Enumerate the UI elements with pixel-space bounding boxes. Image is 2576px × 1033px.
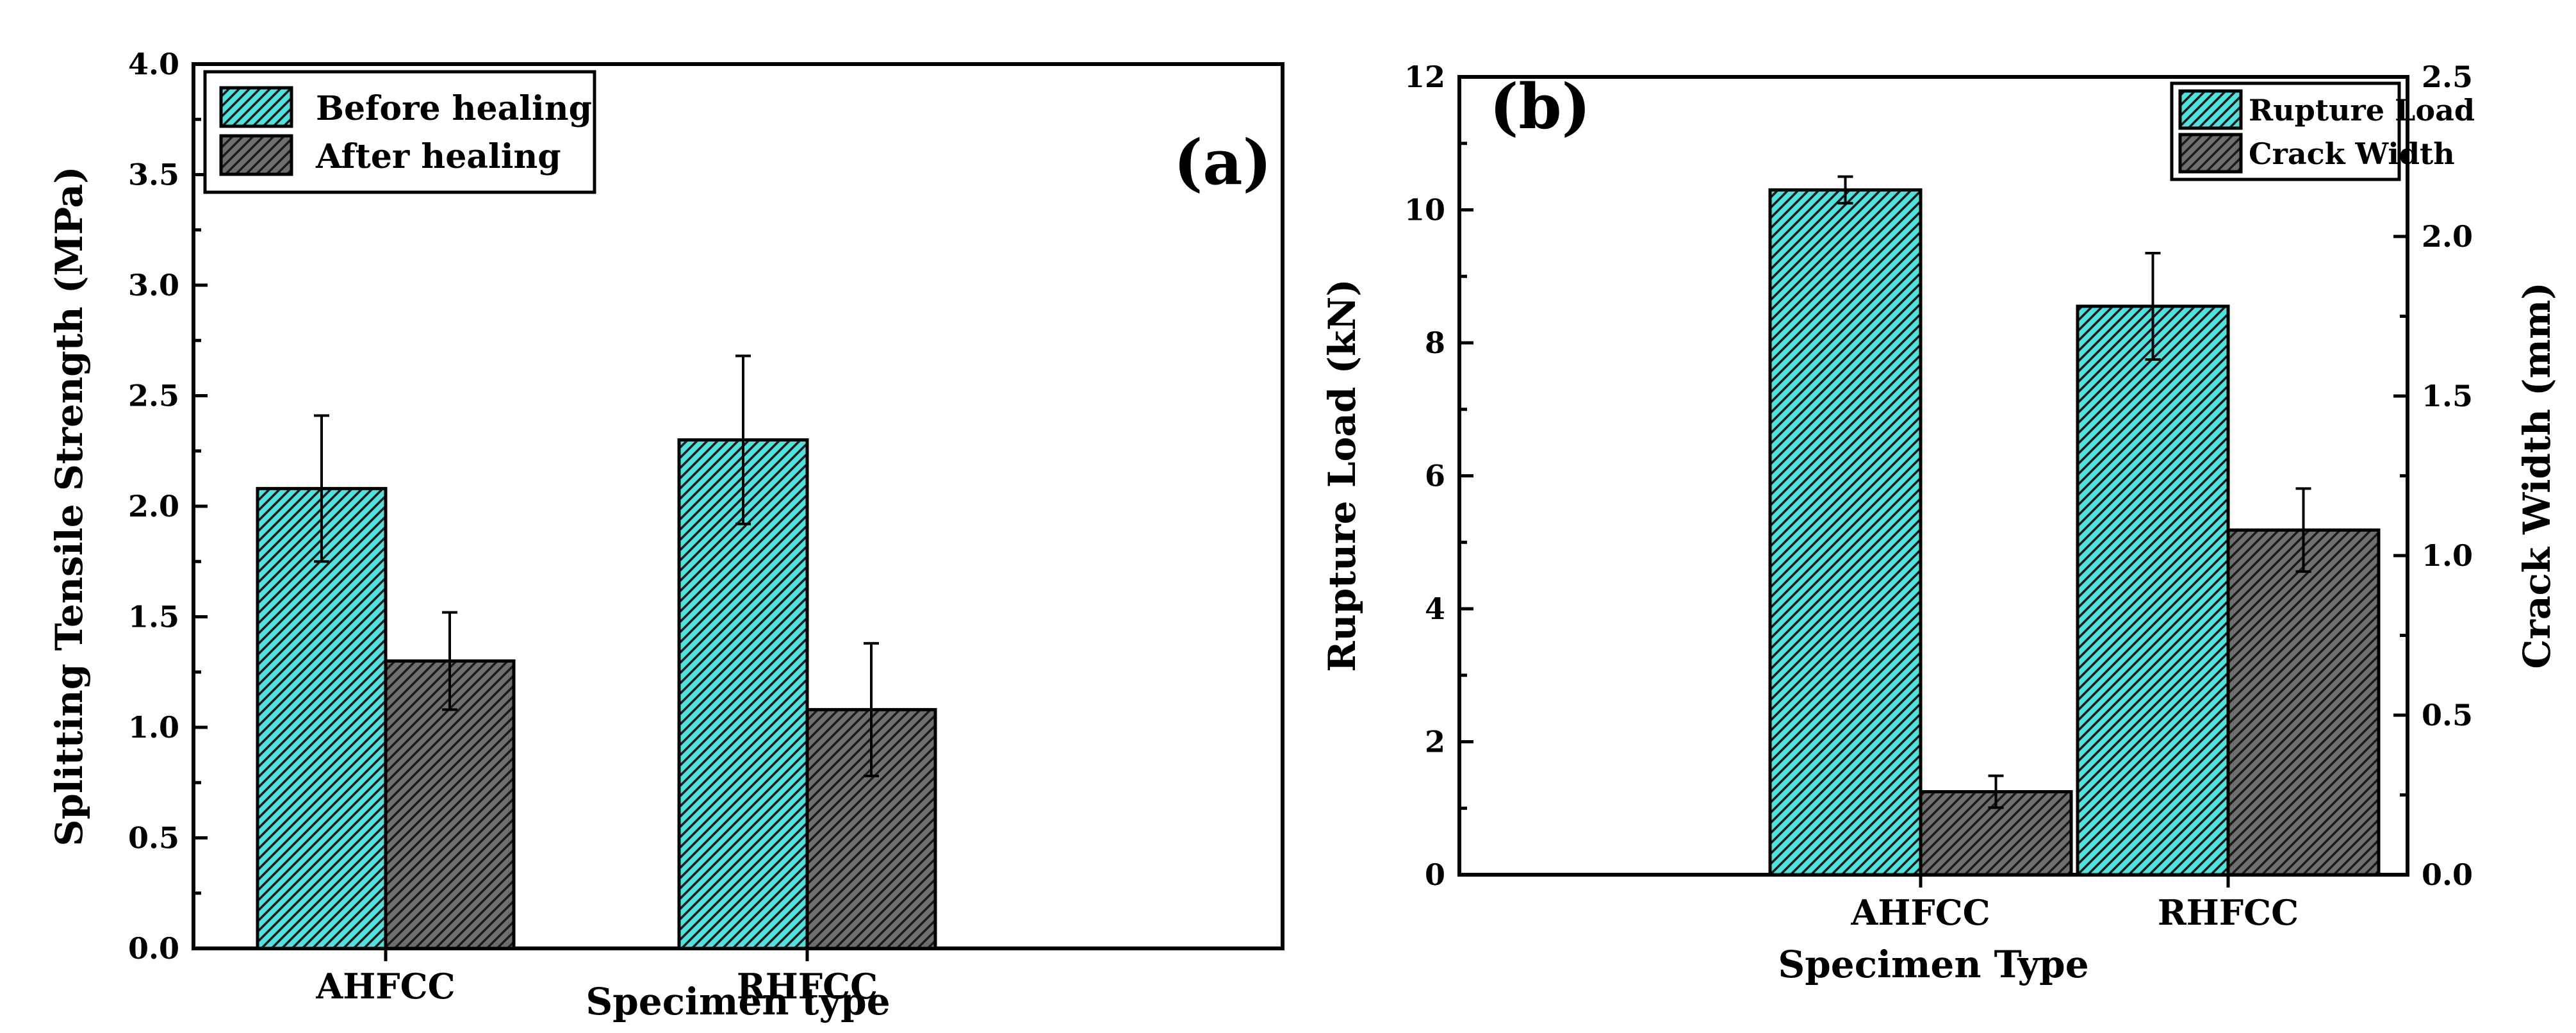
chart-a-xlabel: Specimen type: [586, 980, 890, 1023]
chart-b-y-right-tick-label: 0.5: [2422, 698, 2473, 732]
error-bar-crack-width-rhfcc: [2295, 487, 2311, 573]
chart-a-y-axis: 0.0 0.5 1.0 1.5 2.0 2.5 3.0 3.5 4.0: [128, 47, 208, 966]
error-bar-rupture-load-ahfcc: [1837, 175, 1853, 205]
bar-crack-width-rhfcc: [2226, 528, 2381, 877]
chart-b-y-left-tick-label: 2: [1425, 725, 1445, 759]
chart-a: 0.0 0.5 1.0 1.5 2.0 2.5 3.0 3.5 4.0 AHFCC RHFCC S…: [47, 47, 1284, 1023]
chart-b-y-left-tick-label: 6: [1425, 459, 1445, 493]
chart-b-bars: [1768, 188, 2381, 877]
chart-b-panel-label: (b): [1489, 70, 1591, 143]
error-bar-after-healing-ahfcc: [442, 611, 457, 711]
chart-a-ylabel: Splitting Tensile Strength (MPa): [47, 166, 91, 846]
chart-b-y-right-tick-label: 2.0: [2422, 219, 2473, 254]
chart-b-x-categories: AHFCC RHFCC: [1850, 875, 2299, 933]
chart-a-y-tick-label: 1.5: [128, 600, 179, 634]
chart-a-y-tick-label: 0.5: [128, 821, 179, 855]
chart-b-y-right-tick-label: 0.0: [2422, 857, 2473, 892]
error-bar-after-healing-rhfcc: [864, 641, 879, 777]
chart-a-legend: Before healing After healing: [203, 70, 596, 194]
error-bar-rupture-load-rhfcc: [2145, 251, 2161, 361]
chart-b-y-left-tick-label: 0: [1425, 857, 1445, 892]
error-bar-before-healing-ahfcc: [314, 414, 329, 563]
chart-a-x-categories: AHFCC RHFCC: [315, 948, 878, 1007]
chart-a-bars: [256, 438, 937, 950]
chart-a-y-tick-label: 2.0: [128, 489, 179, 524]
error-bar-before-healing-rhfcc: [735, 354, 751, 525]
chart-b-y-left-tick-label: 12: [1404, 60, 1445, 94]
chart-b-y-axis-left: 0 2 4 6 8 10 12: [1404, 60, 1473, 892]
legend-label-rupture-load: Rupture Load: [2249, 93, 2475, 128]
chart-a-y-tick-label: 1.0: [128, 710, 179, 745]
chart-a-error-bars: [314, 354, 879, 777]
x-category-label-ahfcc: AHFCC: [315, 966, 455, 1007]
chart-a-y-tick-label: 4.0: [128, 47, 179, 81]
legend-label-before-healing: Before healing: [316, 89, 592, 128]
legend-swatch-rupture-load: [2178, 89, 2243, 130]
chart-a-y-tick-label: 0.0: [128, 931, 179, 966]
chart-b-y-axis-right: 0.0 0.5 1.0 1.5 2.0 2.5: [2393, 60, 2473, 892]
x-category-label-ahfcc: AHFCC: [1850, 892, 1990, 933]
chart-b-y-left-tick-label: 4: [1425, 591, 1445, 626]
legend-swatch-before-healing: [219, 86, 293, 128]
legend-label-crack-width: Crack Width: [2249, 136, 2455, 171]
chart-b-ylabel-right: Crack Width (mm): [2515, 282, 2559, 668]
bar-rupture-load-rhfcc: [2076, 304, 2230, 877]
chart-b-y-left-tick-label: 8: [1425, 326, 1445, 360]
error-bar-crack-width-ahfcc: [1988, 774, 2004, 809]
chart-b-y-left-tick-label: 10: [1404, 193, 1445, 227]
legend-swatch-after-healing: [219, 134, 293, 176]
legend-label-after-healing: After healing: [315, 137, 561, 176]
legend-swatch-crack-width: [2178, 133, 2243, 174]
chart-a-y-tick-label: 3.0: [128, 268, 179, 302]
chart-a-panel-label: (a): [1174, 126, 1272, 199]
chart-b-ylabel-left: Rupture Load (kN): [1320, 279, 1364, 672]
x-category-label-rhfcc: RHFCC: [737, 966, 878, 1007]
chart-a-y-tick-label: 3.5: [128, 158, 179, 192]
chart-b-legend: Rupture Load Crack Width: [2170, 81, 2475, 181]
chart-b-xlabel: Specimen Type: [1778, 943, 2088, 986]
x-category-label-rhfcc: RHFCC: [2158, 892, 2299, 933]
chart-b-y-right-tick-label: 1.5: [2422, 379, 2473, 413]
chart-b-y-right-tick-label: 2.5: [2422, 60, 2473, 94]
chart-b-y-right-tick-label: 1.0: [2422, 538, 2473, 573]
bar-rupture-load-ahfcc: [1768, 188, 1923, 877]
chart-a-y-tick-label: 2.5: [128, 379, 179, 413]
chart-b-error-bars: [1837, 175, 2311, 809]
